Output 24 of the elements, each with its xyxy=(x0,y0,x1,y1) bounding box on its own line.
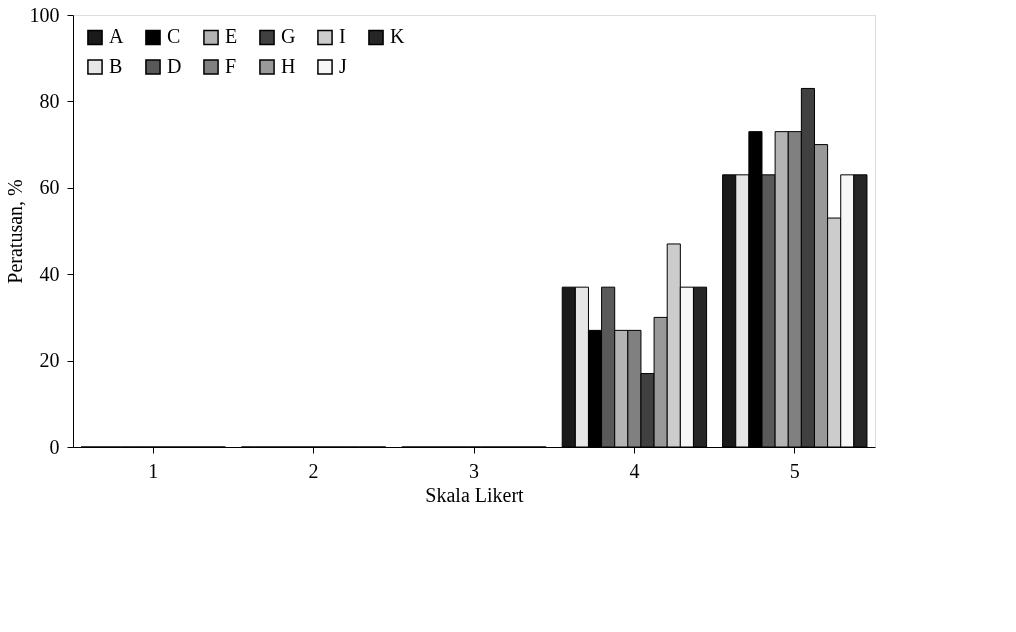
legend-label: I xyxy=(339,25,346,48)
x-tick-label: 1 xyxy=(148,459,159,482)
legend-label: F xyxy=(225,55,237,77)
legend-label: B xyxy=(109,55,123,77)
y-tick-label: 20 xyxy=(39,349,60,372)
legend-label: J xyxy=(339,55,347,77)
legend-label: K xyxy=(390,25,405,48)
y-tick-label: 40 xyxy=(39,262,60,285)
y-tick-label: 0 xyxy=(49,435,60,458)
legend-label: E xyxy=(225,25,238,48)
x-tick-label: 5 xyxy=(789,459,800,482)
y-axis-title: Peratusan, % xyxy=(3,179,26,284)
legend-label: G xyxy=(281,25,296,48)
x-tick-label: 3 xyxy=(469,459,479,482)
y-tick-label: 100 xyxy=(29,3,60,26)
legend-label: H xyxy=(281,55,296,77)
legend-label: A xyxy=(109,25,124,48)
x-tick-label: 4 xyxy=(629,459,640,482)
legend-label: C xyxy=(167,25,181,48)
y-tick-label: 60 xyxy=(39,176,60,199)
x-axis-title: Skala Likert xyxy=(425,483,525,506)
legend-label: D xyxy=(167,55,182,77)
x-tick-label: 2 xyxy=(308,459,319,482)
y-tick-label: 80 xyxy=(39,89,60,112)
